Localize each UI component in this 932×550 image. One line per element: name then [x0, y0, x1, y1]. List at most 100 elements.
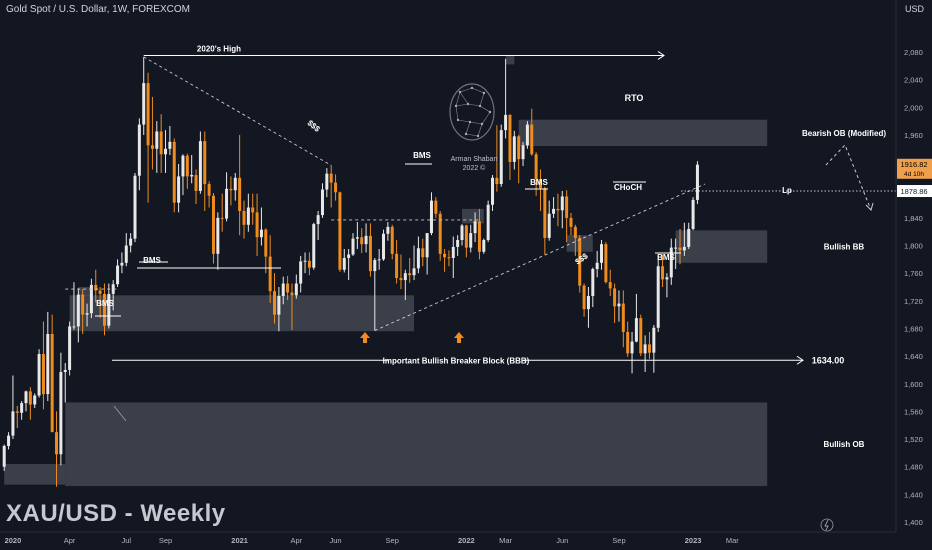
candle-body	[133, 175, 137, 239]
candle-body	[63, 369, 67, 373]
candle-body	[111, 284, 115, 294]
price-tick: 1,560	[904, 407, 923, 416]
candle-body	[290, 292, 294, 296]
zone-box	[4, 463, 66, 485]
candle-body	[155, 131, 159, 149]
candle-body	[177, 176, 181, 203]
candle-body	[656, 266, 660, 328]
candle-body	[360, 237, 364, 245]
candle-body	[586, 295, 590, 310]
price-tick: 1,760	[904, 269, 923, 278]
current-price-countdown: 4d 10h	[904, 171, 924, 178]
level-badge-value: 1878.86	[900, 187, 927, 196]
candle-body	[28, 391, 32, 405]
candle-body	[373, 260, 377, 272]
candle-body	[325, 173, 329, 190]
zone-label: Bullish BB	[824, 243, 865, 252]
candle-body	[94, 284, 98, 291]
candle-body	[460, 225, 464, 240]
bbb-label: Important Bullish Breaker Block (BBB)	[383, 356, 530, 365]
orange-up-arrow	[360, 332, 370, 343]
candle-body	[50, 334, 54, 433]
brain-logo-node	[476, 134, 480, 138]
price-tick: 1,440	[904, 490, 923, 499]
time-tick: Mar	[499, 536, 512, 545]
orange-up-arrow	[454, 332, 464, 343]
candle-body	[491, 177, 495, 205]
zone-box	[78, 287, 92, 296]
candle-body	[251, 207, 255, 213]
candle-body	[691, 199, 695, 229]
candle-body	[543, 188, 547, 238]
candle-body	[578, 237, 582, 286]
brain-logo-mesh	[457, 119, 471, 123]
symbol-header: Gold Spot / U.S. Dollar, 1W, FOREXCOM	[6, 4, 190, 15]
candle-body	[508, 114, 512, 162]
candle-body	[408, 273, 412, 276]
candle-body	[225, 188, 229, 219]
time-tick: Apr	[64, 536, 76, 545]
candle-body	[146, 83, 150, 146]
current-price-value: 1916.82	[900, 160, 927, 169]
time-tick: 2020	[5, 536, 22, 545]
candle-body	[630, 341, 634, 354]
brain-logo-mesh	[465, 121, 471, 135]
brain-logo-node	[470, 86, 474, 90]
currency-label: USD	[905, 4, 925, 14]
candle-body	[102, 293, 106, 326]
candle-body	[268, 256, 272, 292]
candle-body	[351, 238, 355, 255]
price-tick: 1,960	[904, 131, 923, 140]
projection-path	[825, 144, 872, 211]
candle-body	[55, 432, 59, 455]
candle-body	[211, 195, 215, 254]
candle-body	[552, 208, 556, 214]
rto-label: RTO	[625, 93, 644, 103]
zone-box	[675, 230, 768, 263]
current-price-badge	[897, 158, 932, 179]
candle-body	[534, 154, 538, 180]
candle-body	[246, 207, 250, 225]
lp-label: Lp	[782, 186, 792, 195]
candle-body	[682, 246, 686, 251]
candle-body	[190, 175, 194, 177]
candle-body	[495, 177, 499, 185]
price-tick: 1,520	[904, 435, 923, 444]
bms-label: BMS	[657, 253, 675, 262]
candle-body	[538, 179, 542, 189]
candle-body	[172, 141, 176, 203]
brand-year: 2022 ©	[462, 165, 486, 172]
candle-body	[316, 215, 320, 225]
candle-body	[242, 210, 246, 225]
brain-logo-mesh	[459, 87, 473, 93]
candle-body	[168, 141, 172, 149]
candle-body	[368, 235, 372, 272]
brain-logo-mesh	[481, 111, 491, 125]
time-tick: Jun	[330, 536, 342, 545]
time-tick: Apr	[290, 536, 302, 545]
candle-body	[7, 435, 11, 446]
candle-body	[299, 261, 303, 284]
projection-arrow	[865, 202, 874, 211]
brain-logo-mesh	[467, 103, 481, 107]
candle-body	[395, 253, 399, 279]
candle-body	[98, 290, 102, 294]
candle-body	[264, 229, 268, 257]
candle-body	[355, 237, 359, 239]
bbb-value-label: 1634.00	[812, 355, 845, 365]
brain-logo-mesh	[477, 123, 483, 137]
candle-body	[124, 245, 128, 263]
candle-body	[652, 327, 656, 353]
candle-body	[68, 326, 72, 370]
candle-body	[207, 184, 211, 196]
candle-body	[338, 192, 342, 270]
candle-body	[517, 136, 521, 160]
brain-logo-node	[478, 104, 482, 108]
candle-body	[464, 225, 468, 248]
candle-body	[438, 213, 442, 254]
candle-body	[273, 291, 277, 315]
candle-body	[120, 262, 124, 266]
candle-body	[347, 254, 351, 258]
candle-body	[33, 395, 37, 405]
